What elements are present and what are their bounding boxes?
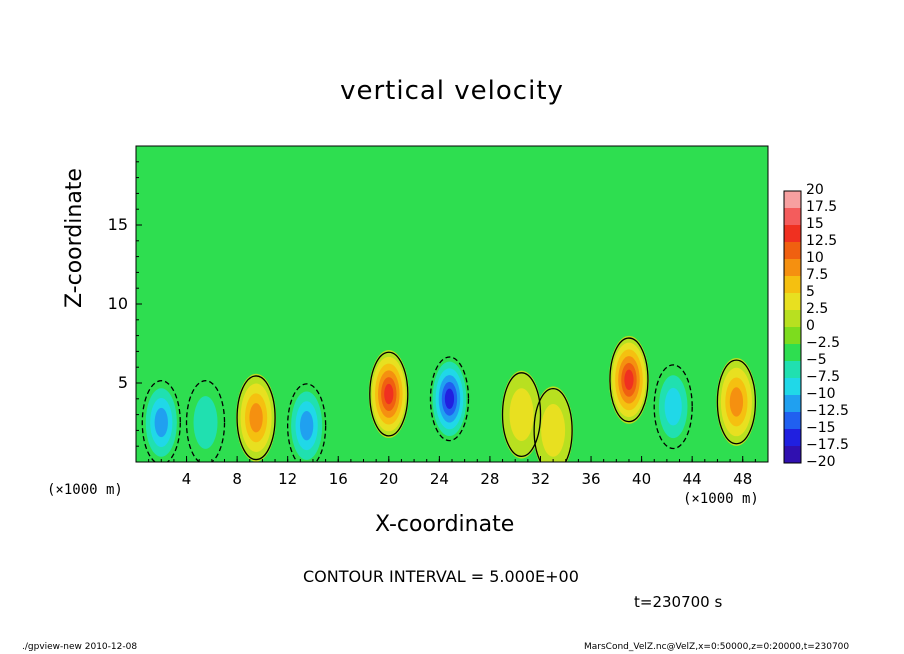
footer-right: MarsCond_VelZ.nc@VelZ,x=0:50000,z=0:2000…: [584, 642, 850, 652]
colorbar-segment: [784, 208, 801, 225]
colorbar-segment: [784, 429, 801, 446]
contour-line-0: [141, 380, 181, 462]
colorbar-segment: [784, 378, 801, 395]
x-tick-label: 20: [379, 470, 399, 488]
chart-title: vertical velocity: [340, 76, 564, 106]
contour-line-8: [716, 359, 757, 445]
heat-cell-1-level-4: [249, 403, 263, 433]
colorbar-label: −20: [806, 454, 836, 470]
x-tick-label: 40: [632, 470, 652, 488]
colorbar-label: −17.5: [806, 437, 849, 453]
colorbar-segment: [784, 327, 801, 344]
x-tick-label: 28: [480, 470, 500, 488]
colorbar-segment: [784, 242, 801, 259]
x-tick-label: 12: [278, 470, 298, 488]
x-tick-label: 8: [232, 470, 242, 488]
colorbar-segment: [784, 395, 801, 412]
contour-line-2: [286, 383, 327, 462]
colorbar-segment: [784, 310, 801, 327]
colorbar-label: −2.5: [806, 335, 840, 351]
heat-cell-10-level-2: [541, 404, 566, 457]
colorbar-segment: [784, 276, 801, 293]
colorbar-label: 15: [806, 216, 824, 232]
contour-interval-label: CONTOUR INTERVAL = 5.000E+00: [303, 567, 579, 586]
colorbar-label: −15: [806, 420, 836, 436]
colorbar-segment: [784, 344, 801, 361]
heat-cell-6-level-6: [624, 369, 634, 390]
colorbar-label: 0: [806, 318, 815, 334]
colorbar-segment: [784, 191, 801, 208]
colorbar-segment: [784, 259, 801, 276]
time-label: t=230700 s: [634, 593, 723, 611]
x-unit-left: (×1000 m): [47, 482, 123, 498]
colorbar-segment: [784, 361, 801, 378]
colorbar-label: 7.5: [806, 267, 829, 283]
heat-cell-3-level-6: [384, 383, 394, 405]
contour-line-3: [369, 351, 409, 437]
heat-cell-8-level-4: [729, 387, 744, 417]
colorbar-label: 2.5: [806, 301, 829, 317]
colorbar-segment: [784, 293, 801, 310]
contour-line-7: [653, 364, 693, 450]
y-tick-label: 15: [107, 215, 128, 234]
x-tick-label: 16: [328, 470, 348, 488]
contour-line-4: [429, 356, 470, 442]
y-tick-label: 10: [107, 294, 128, 313]
x-tick-label: 48: [733, 470, 753, 488]
contour-line-9: [185, 380, 226, 462]
colorbar-label: 12.5: [806, 233, 838, 249]
colorbar-segment: [784, 225, 801, 242]
heat-cell-9-level-2: [193, 396, 218, 449]
x-axis-label: X-coordinate: [375, 512, 515, 537]
colorbar-label: −5: [806, 352, 827, 368]
contour-line-1: [236, 375, 276, 461]
heat-cell-5-level-2: [509, 388, 534, 441]
colorbar-label: 5: [806, 284, 815, 300]
heat-cell-4-level-6: [444, 388, 455, 409]
colorbar-segment: [784, 446, 801, 463]
x-tick-label: 36: [581, 470, 601, 488]
colorbar-label: −12.5: [806, 403, 849, 419]
colorbar-label: −10: [806, 386, 836, 402]
colorbar-label: 17.5: [806, 199, 838, 215]
heat-cell-2-level-4: [299, 410, 314, 441]
heat-cell-0-level-4: [154, 407, 168, 438]
contour-line-5: [501, 372, 542, 458]
contour-line-10: [533, 387, 573, 462]
x-tick-label: 4: [181, 470, 192, 488]
heat-cell-7-level-3: [664, 387, 682, 426]
colorbar-label: 10: [806, 250, 824, 266]
footer-left: ./gpview-new 2010-12-08: [22, 642, 138, 652]
y-tick-label: 5: [117, 373, 128, 392]
colorbar-label: −7.5: [806, 369, 840, 385]
x-unit-right: (×1000 m): [683, 491, 759, 507]
x-tick-label: 24: [429, 470, 449, 488]
x-tick-label: 44: [682, 470, 702, 488]
contour-line-6: [609, 337, 649, 423]
colorbar-frame: [783, 190, 802, 464]
x-tick-label: 32: [530, 470, 551, 488]
colorbar-label: 20: [806, 182, 824, 198]
colorbar-segment: [784, 412, 801, 429]
